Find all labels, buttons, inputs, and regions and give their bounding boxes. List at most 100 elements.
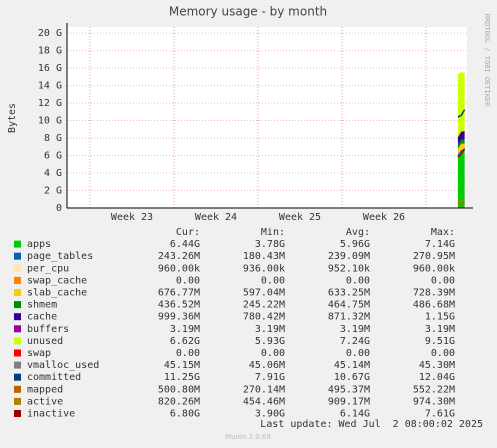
- legend-value: 436.52M: [158, 300, 200, 311]
- legend-value: 6.44G: [170, 239, 200, 250]
- legend-label: vmalloc_used: [27, 360, 99, 371]
- legend-swatch: [14, 313, 21, 321]
- legend-swatch: [14, 361, 21, 369]
- legend-value: 239.09M: [328, 251, 370, 262]
- legend-value: 960.00k: [158, 263, 200, 274]
- legend-label: swap: [27, 348, 51, 359]
- legend-value: 454.46M: [243, 396, 285, 407]
- legend-swatch: [14, 337, 21, 345]
- legend-value: 7.61G: [425, 409, 455, 420]
- y-tick-label: 0: [56, 203, 62, 214]
- legend-value: 0.00: [261, 348, 285, 359]
- y-tick-label: 10 G: [38, 116, 62, 127]
- legend-swatch: [14, 385, 21, 393]
- legend-label: mapped: [27, 384, 63, 395]
- legend-value: 7.14G: [425, 239, 455, 250]
- legend-value: 999.36M: [158, 312, 200, 323]
- legend-swatch: [14, 301, 21, 309]
- legend-value: 5.93G: [255, 336, 285, 347]
- legend-label: apps: [27, 239, 51, 250]
- line: [457, 200, 465, 204]
- legend-label: per_cpu: [27, 263, 69, 274]
- area: [457, 139, 465, 149]
- legend-swatch: [14, 373, 21, 381]
- legend-swatch: [14, 240, 21, 248]
- legend-header: Max:: [431, 227, 455, 238]
- legend-value: 500.80M: [158, 384, 200, 395]
- plot-area: [67, 27, 467, 208]
- y-tick-label: 2 G: [44, 186, 62, 197]
- legend-value: 245.22M: [243, 300, 285, 311]
- legend-swatch: [14, 252, 21, 260]
- legend-value: 3.19M: [255, 324, 285, 335]
- legend-value: 960.00k: [413, 263, 455, 274]
- legend-value: 597.04M: [243, 288, 285, 299]
- y-tick-label: 12 G: [38, 98, 62, 109]
- legend-header: Cur:: [176, 227, 200, 238]
- legend-value: 495.37M: [328, 384, 370, 395]
- version: Munin 2.0.69: [225, 433, 271, 441]
- y-tick-label: 6 G: [44, 151, 62, 162]
- legend-value: 552.22M: [413, 384, 455, 395]
- legend-value: 0.00: [261, 275, 285, 286]
- legend-value: 3.78G: [255, 239, 285, 250]
- legend-value: 0.00: [346, 348, 370, 359]
- line: [457, 109, 466, 118]
- legend-value: 180.43M: [243, 251, 285, 262]
- legend-value: 728.39M: [413, 288, 455, 299]
- legend-swatch: [14, 264, 21, 272]
- y-tick-label: 8 G: [44, 133, 62, 144]
- legend-header: Min:: [261, 227, 285, 238]
- legend-value: 10.67G: [334, 372, 370, 383]
- y-tick-label: 20 G: [38, 28, 62, 39]
- area: [457, 151, 465, 208]
- legend-value: 270.14M: [243, 384, 285, 395]
- legend-value: 6.62G: [170, 336, 200, 347]
- legend-value: 7.24G: [340, 336, 370, 347]
- legend-value: 464.75M: [328, 300, 370, 311]
- x-tick-label: Week 24: [195, 212, 237, 223]
- legend-label: cache: [27, 312, 57, 323]
- legend-value: 952.10k: [328, 263, 370, 274]
- y-tick-label: 16 G: [38, 63, 62, 74]
- legend-label: inactive: [27, 409, 75, 420]
- legend-swatch: [14, 397, 21, 405]
- legend-value: 6.14G: [340, 409, 370, 420]
- legend-label: buffers: [27, 324, 69, 335]
- area: [457, 143, 465, 155]
- legend-swatch: [14, 349, 21, 357]
- legend-value: 820.26M: [158, 396, 200, 407]
- legend-label: active: [27, 396, 63, 407]
- legend-value: 1.15G: [425, 312, 455, 323]
- legend-value: 3.19M: [340, 324, 370, 335]
- legend-label: page_tables: [27, 251, 93, 262]
- legend-value: 909.17M: [328, 396, 370, 407]
- legend-value: 11.25G: [164, 372, 200, 383]
- legend-value: 936.00k: [243, 263, 285, 274]
- legend-value: 0.00: [176, 348, 200, 359]
- legend-label: unused: [27, 336, 63, 347]
- legend-label: swap_cache: [27, 275, 87, 286]
- legend-value: 270.95M: [413, 251, 455, 262]
- legend-value: 0.00: [176, 275, 200, 286]
- legend-label: shmem: [27, 300, 57, 311]
- x-tick-label: Week 26: [363, 212, 405, 223]
- y-tick-label: 4 G: [44, 168, 62, 179]
- legend-value: 3.90G: [255, 409, 285, 420]
- legend-swatch: [14, 289, 21, 296]
- y-axis-label: Bytes: [7, 103, 18, 133]
- side-text: RRDTOOL / TOBI OETIKER: [483, 14, 491, 108]
- legend-value: 12.04G: [419, 372, 455, 383]
- legend-value: 6.80G: [170, 409, 200, 420]
- y-tick-label: 14 G: [38, 81, 62, 92]
- legend-value: 0.00: [431, 275, 455, 286]
- x-tick-label: Week 25: [279, 212, 321, 223]
- legend-value: 633.25M: [328, 288, 370, 299]
- x-tick-label: Week 23: [111, 212, 153, 223]
- legend-label: slab_cache: [27, 288, 87, 299]
- legend-header: Avg:: [346, 227, 370, 238]
- legend-value: 3.19M: [425, 324, 455, 335]
- legend-value: 45.15M: [164, 360, 200, 371]
